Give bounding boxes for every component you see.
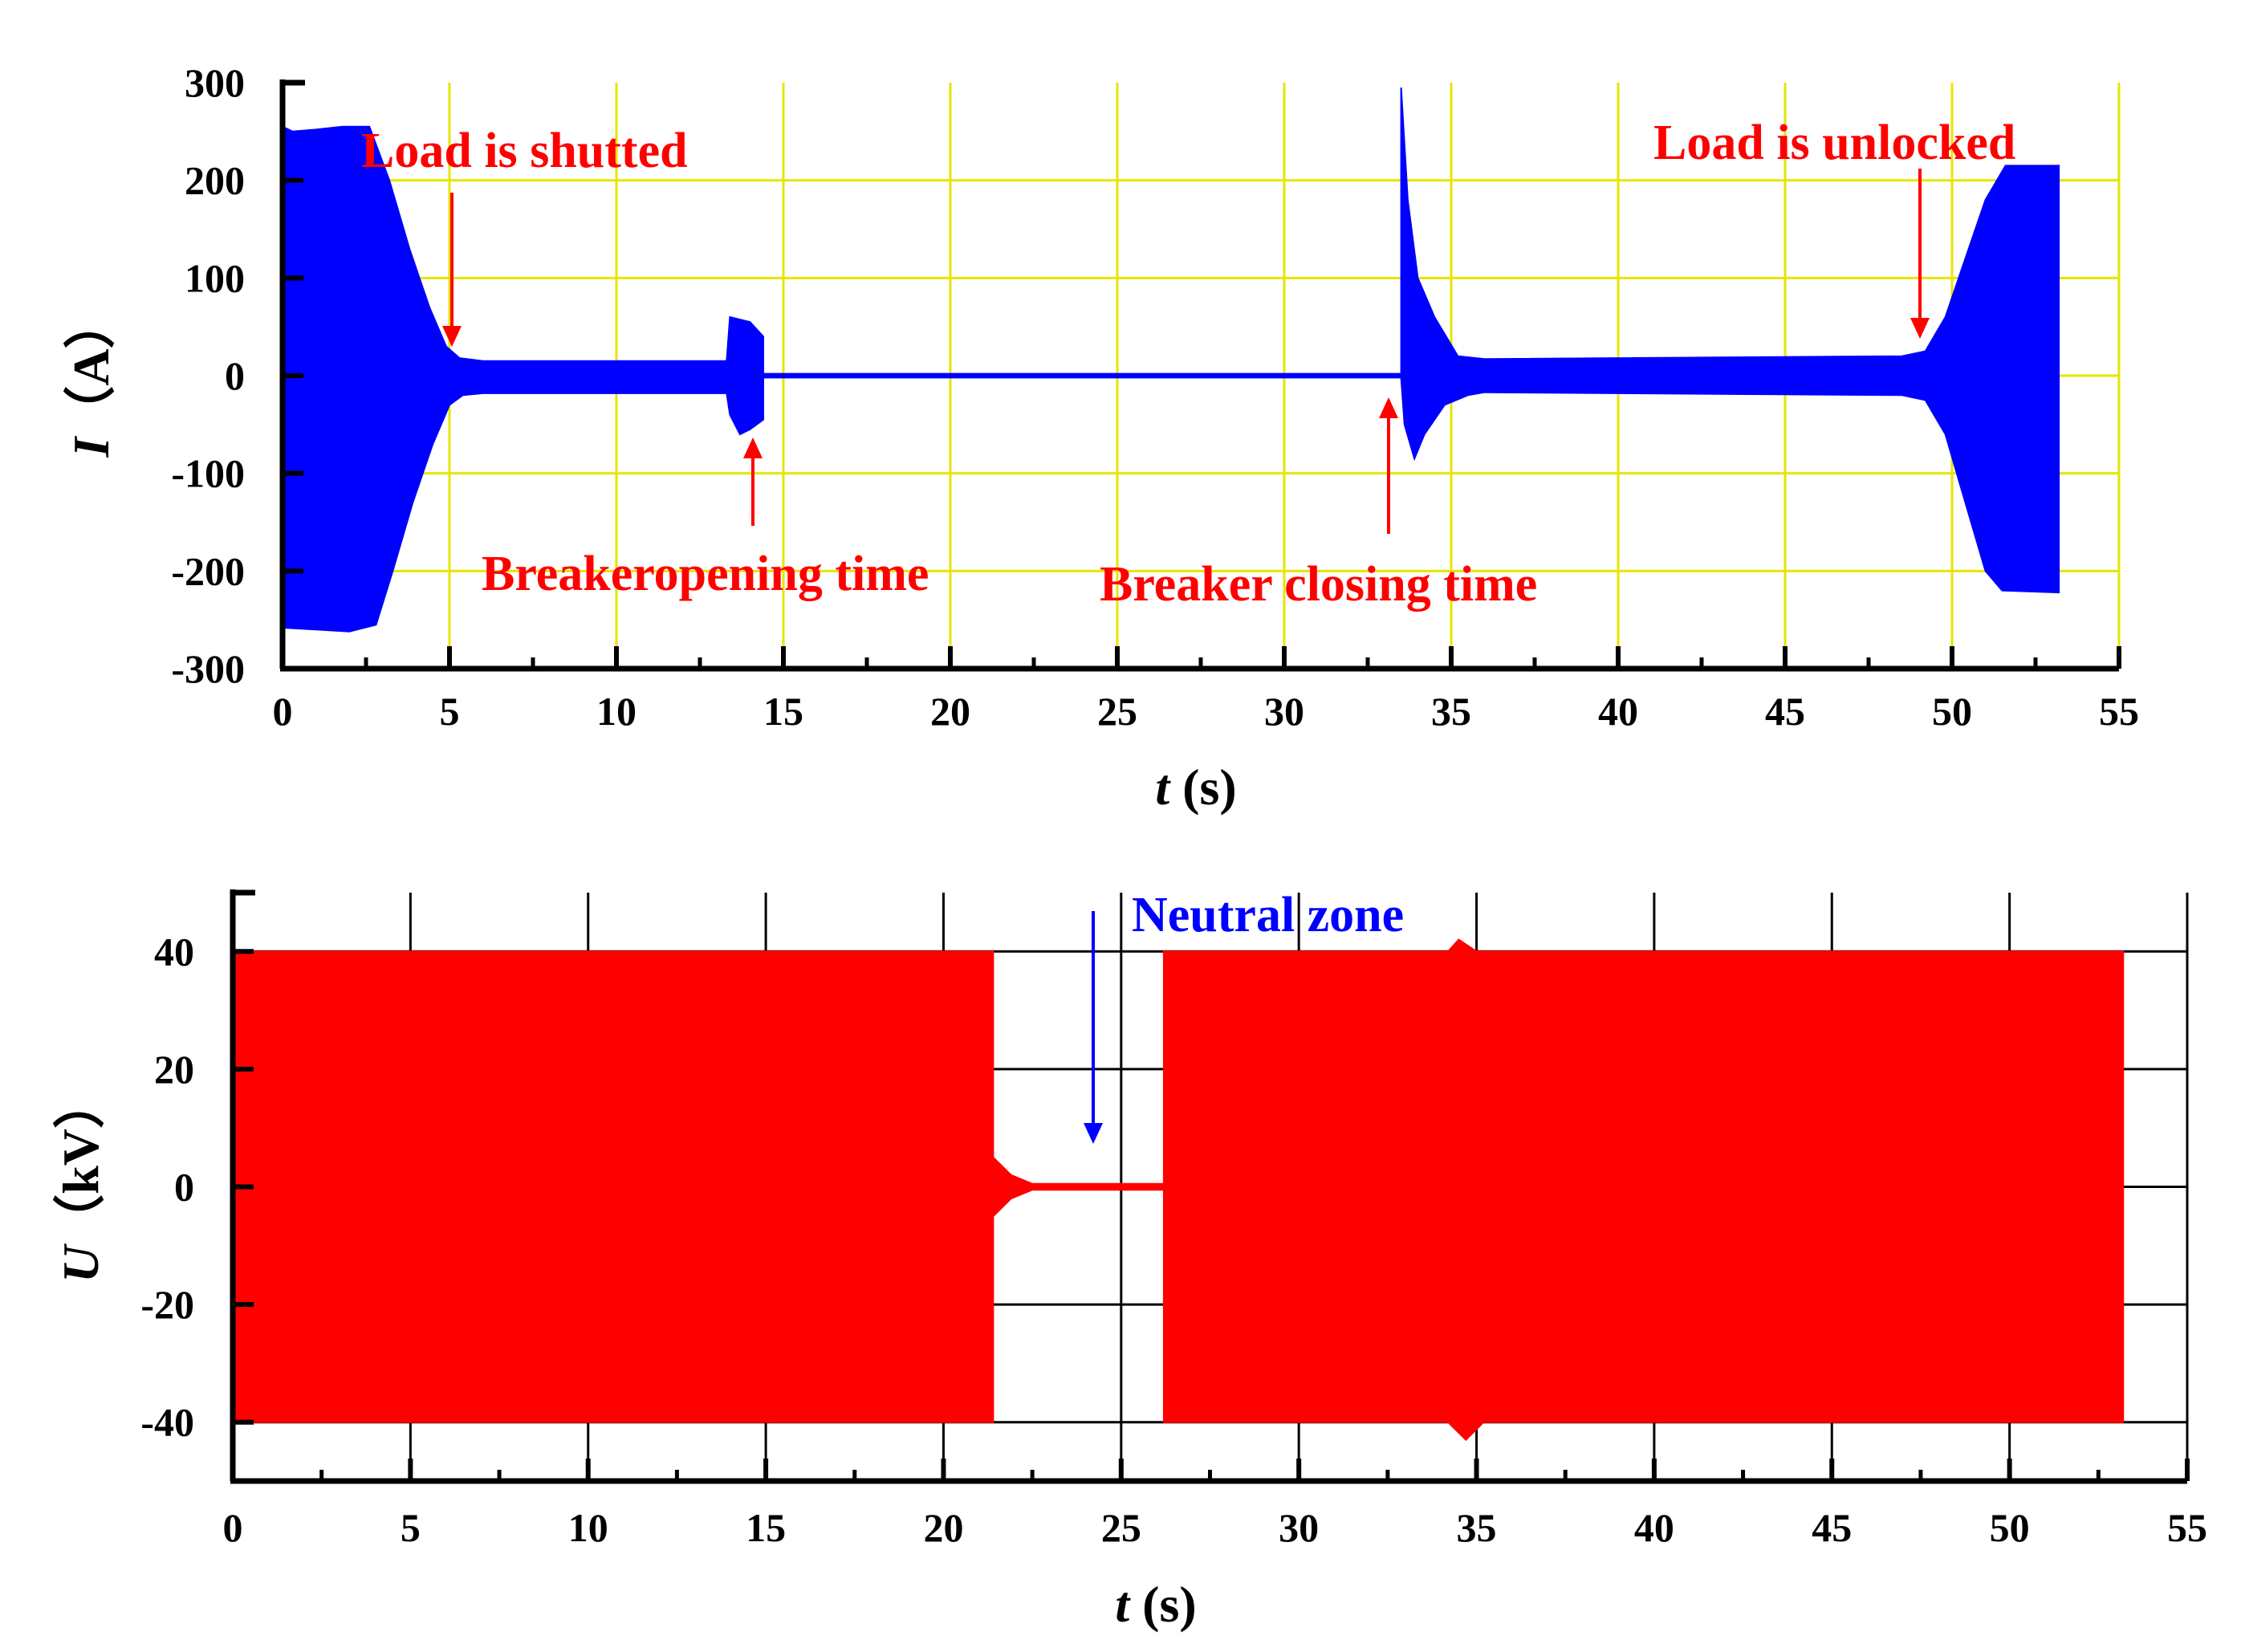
- current-y-tick-labels: 300 200 100 0 -100 -200 -300: [171, 60, 245, 691]
- x-tick-label: 45: [1812, 1505, 1852, 1550]
- voltage-y-axis-label: U（kV）: [52, 1077, 109, 1283]
- voltage-chart: 40 20 0 -20 -40 0 5 10 15 20 25 30 35 40 45 50 55 U（kV）…: [52, 888, 2207, 1633]
- voltage-series: [232, 938, 2125, 1442]
- signal-envelope: [232, 938, 2125, 1442]
- x-tick-label: 0: [273, 689, 293, 734]
- y-tick-label: -300: [171, 646, 245, 691]
- voltage-x-axis-label: t (s): [1115, 1576, 1196, 1633]
- y-tick-label: -200: [171, 548, 245, 593]
- annotation-label: Load is unlocked: [1653, 116, 2015, 170]
- voltage-x-tick-labels: 0 5 10 15 20 25 30 35 40 45 50 55: [223, 1505, 2208, 1550]
- x-tick-label: 55: [2099, 689, 2139, 734]
- annotation-label: Neutral zone: [1132, 888, 1404, 942]
- annotation-arrow-head: [743, 437, 763, 458]
- x-tick-label: 10: [596, 689, 637, 734]
- y-tick-label: 200: [185, 158, 245, 203]
- annotation-arrow-head: [1379, 397, 1398, 418]
- x-tick-label: 30: [1279, 1505, 1319, 1550]
- x-tick-label: 15: [746, 1505, 786, 1550]
- x-tick-label: 35: [1457, 1505, 1497, 1550]
- current-series: [282, 87, 2060, 633]
- y-tick-label: 40: [154, 929, 194, 974]
- x-tick-label: 50: [1990, 1505, 2030, 1550]
- x-tick-label: 25: [1097, 689, 1137, 734]
- x-tick-label: 40: [1634, 1505, 1674, 1550]
- x-tick-label: 35: [1431, 689, 1471, 734]
- current-y-axis-label: I（A）: [63, 297, 120, 458]
- y-tick-label: -20: [140, 1282, 194, 1327]
- x-tick-label: 10: [568, 1505, 608, 1550]
- signal-envelope: [282, 87, 2060, 633]
- current-x-tick-labels: 0 5 10 15 20 25 30 35 40 45 50 55: [273, 689, 2140, 734]
- current-chart: 300 200 100 0 -100 -200 -300 0 5 10 15 20 25 30 35 40 4…: [63, 60, 2139, 816]
- x-tick-label: 40: [1598, 689, 1638, 734]
- annotation-label: Breakeropening time: [482, 547, 929, 601]
- current-x-axis-label: t (s): [1155, 759, 1236, 816]
- y-tick-label: 300: [185, 60, 245, 105]
- x-tick-label: 0: [223, 1505, 243, 1550]
- x-tick-label: 30: [1264, 689, 1304, 734]
- voltage-annotations: Neutral zone: [1084, 888, 1404, 1144]
- y-tick-label: 0: [174, 1165, 194, 1210]
- x-tick-label: 5: [440, 689, 460, 734]
- current-axes: [279, 79, 2121, 672]
- x-tick-label: 25: [1101, 1505, 1141, 1550]
- annotation-arrow-head: [442, 326, 462, 347]
- y-tick-label: 0: [225, 353, 245, 398]
- y-tick-label: 20: [154, 1047, 194, 1092]
- y-tick-label: -40: [140, 1400, 194, 1445]
- x-tick-label: 20: [930, 689, 970, 734]
- y-tick-label: -100: [171, 451, 245, 496]
- x-tick-label: 45: [1765, 689, 1805, 734]
- x-tick-label: 15: [763, 689, 803, 734]
- annotation-arrow-head: [1910, 318, 1930, 339]
- annotation-label: Load is shutted: [361, 124, 688, 178]
- annotation-arrow-head: [1084, 1123, 1103, 1144]
- annotation-label: Breaker closing time: [1100, 557, 1537, 612]
- x-tick-label: 20: [923, 1505, 963, 1550]
- current-annotations: Load is shutted Breakeropening time Breake…: [361, 116, 2015, 612]
- x-tick-label: 50: [1932, 689, 1972, 734]
- voltage-y-tick-labels: 40 20 0 -20 -40: [140, 929, 194, 1444]
- voltage-axes: [230, 889, 2190, 1484]
- x-tick-label: 5: [401, 1505, 421, 1550]
- x-tick-label: 55: [2167, 1505, 2207, 1550]
- y-tick-label: 100: [185, 255, 245, 300]
